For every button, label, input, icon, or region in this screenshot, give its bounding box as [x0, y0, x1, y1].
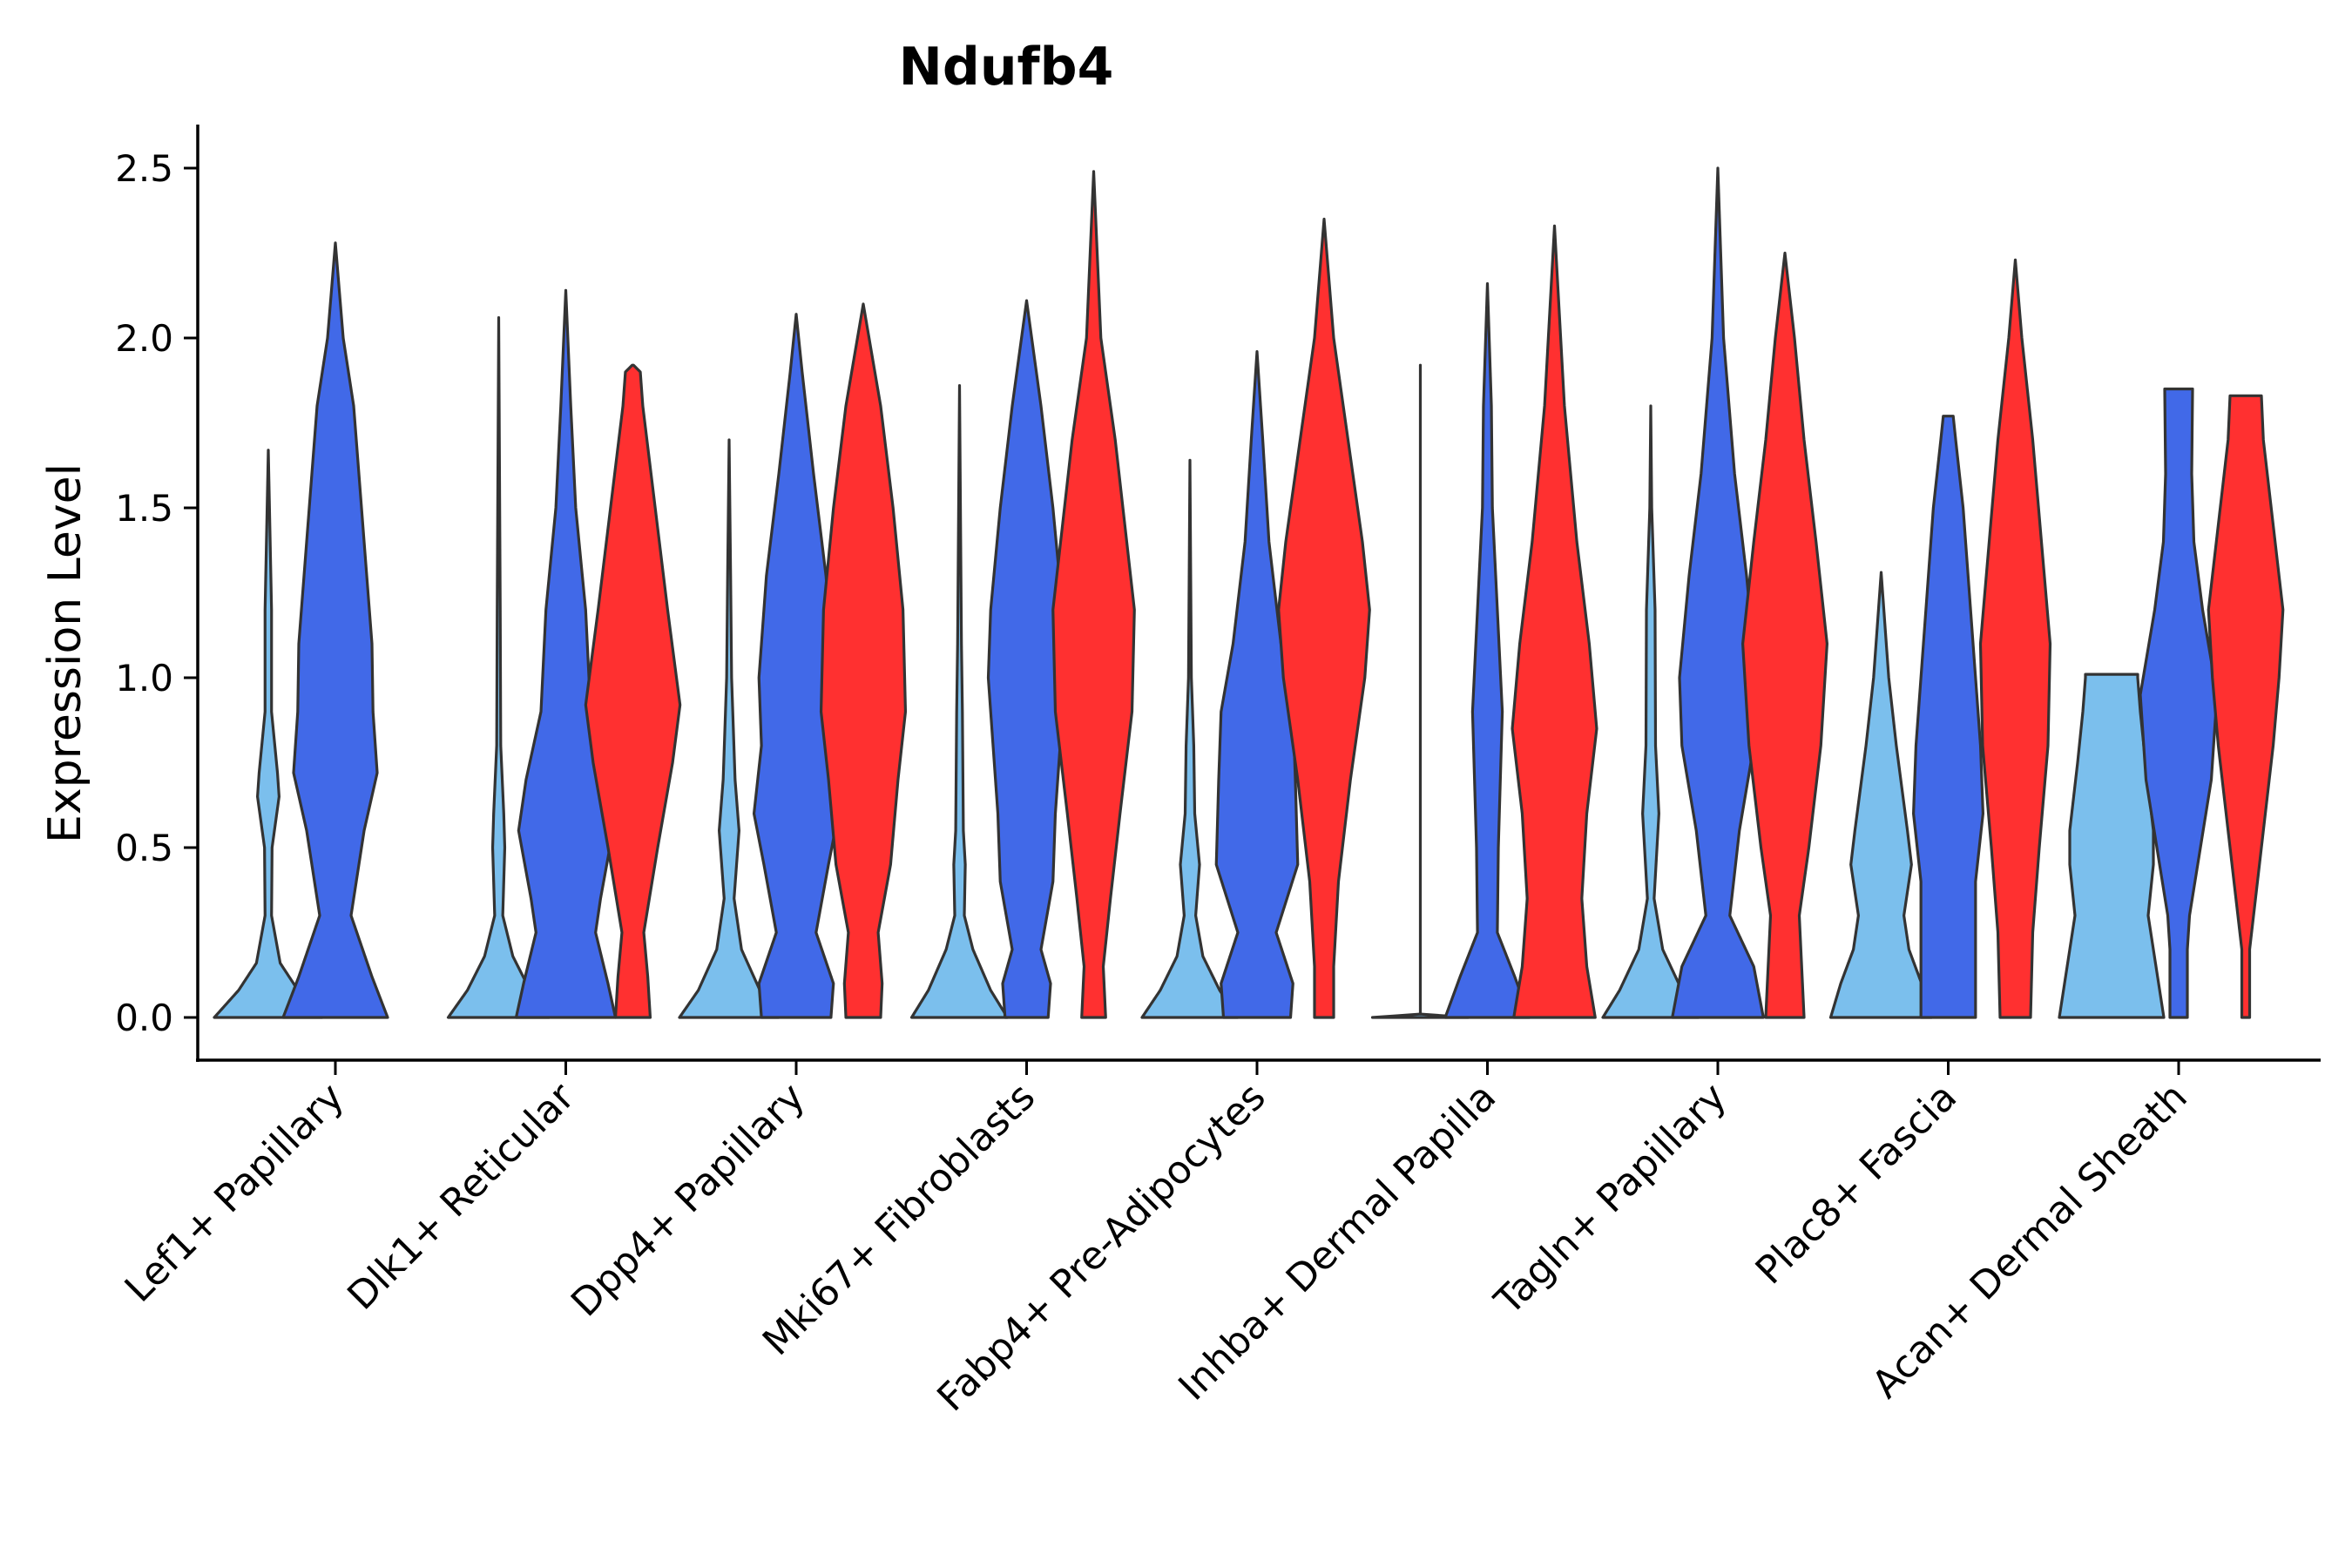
violin-group2-3	[986, 299, 1067, 1019]
y-tick-label: 1.0	[115, 657, 173, 700]
chart-title: Ndufb4	[899, 37, 1114, 98]
violin-group1-6	[1601, 404, 1700, 1019]
y-axis-label: Expression Level	[39, 463, 91, 843]
violin-group2-8	[2139, 387, 2219, 1019]
x-tick-label: Tagln+ Papillary	[1486, 1075, 1735, 1324]
y-ticks-group: 0.0 0.5 1.0 1.5 2.0 2.5	[115, 147, 198, 1039]
violin-group3-7	[1978, 258, 2052, 1019]
y-tick-label: 2.0	[115, 317, 173, 360]
y-tick-label: 1.5	[115, 487, 173, 530]
violin-group3-1	[584, 363, 682, 1019]
violin-group1-5	[1370, 363, 1470, 1019]
x-tick-label: Dlk1+ Reticular	[339, 1074, 584, 1319]
y-tick-label: 2.5	[115, 147, 173, 190]
violin-group3-8	[2207, 394, 2285, 1019]
violin-group1-1	[446, 316, 551, 1019]
violin-group2-5	[1443, 282, 1531, 1019]
violin-group1-8	[2058, 672, 2166, 1019]
y-tick-label: 0.5	[115, 827, 173, 869]
violin-group1-2	[678, 438, 781, 1019]
violin-group1-0	[213, 449, 324, 1019]
violin-group2-0	[281, 241, 389, 1019]
violins-group	[213, 166, 2285, 1019]
violin-group1-7	[1828, 571, 1934, 1019]
x-tick-label: Dpp4+ Papillary	[563, 1075, 814, 1326]
violin-group2-4	[1214, 350, 1300, 1019]
violin-group3-3	[1051, 170, 1136, 1019]
violin-group3-2	[819, 302, 908, 1019]
violin-group3-4	[1277, 217, 1371, 1019]
violin-group1-3	[909, 384, 1010, 1019]
violin-group3-6	[1741, 251, 1828, 1019]
violin-group2-7	[1912, 415, 1984, 1019]
y-tick-label: 0.0	[115, 997, 173, 1039]
x-tick-label: Lef1+ Papillary	[117, 1075, 353, 1311]
x-tick-label: Plac8+ Fascia	[1747, 1075, 1966, 1294]
violin-group3-5	[1511, 224, 1598, 1019]
violin-group1-4	[1140, 458, 1240, 1019]
